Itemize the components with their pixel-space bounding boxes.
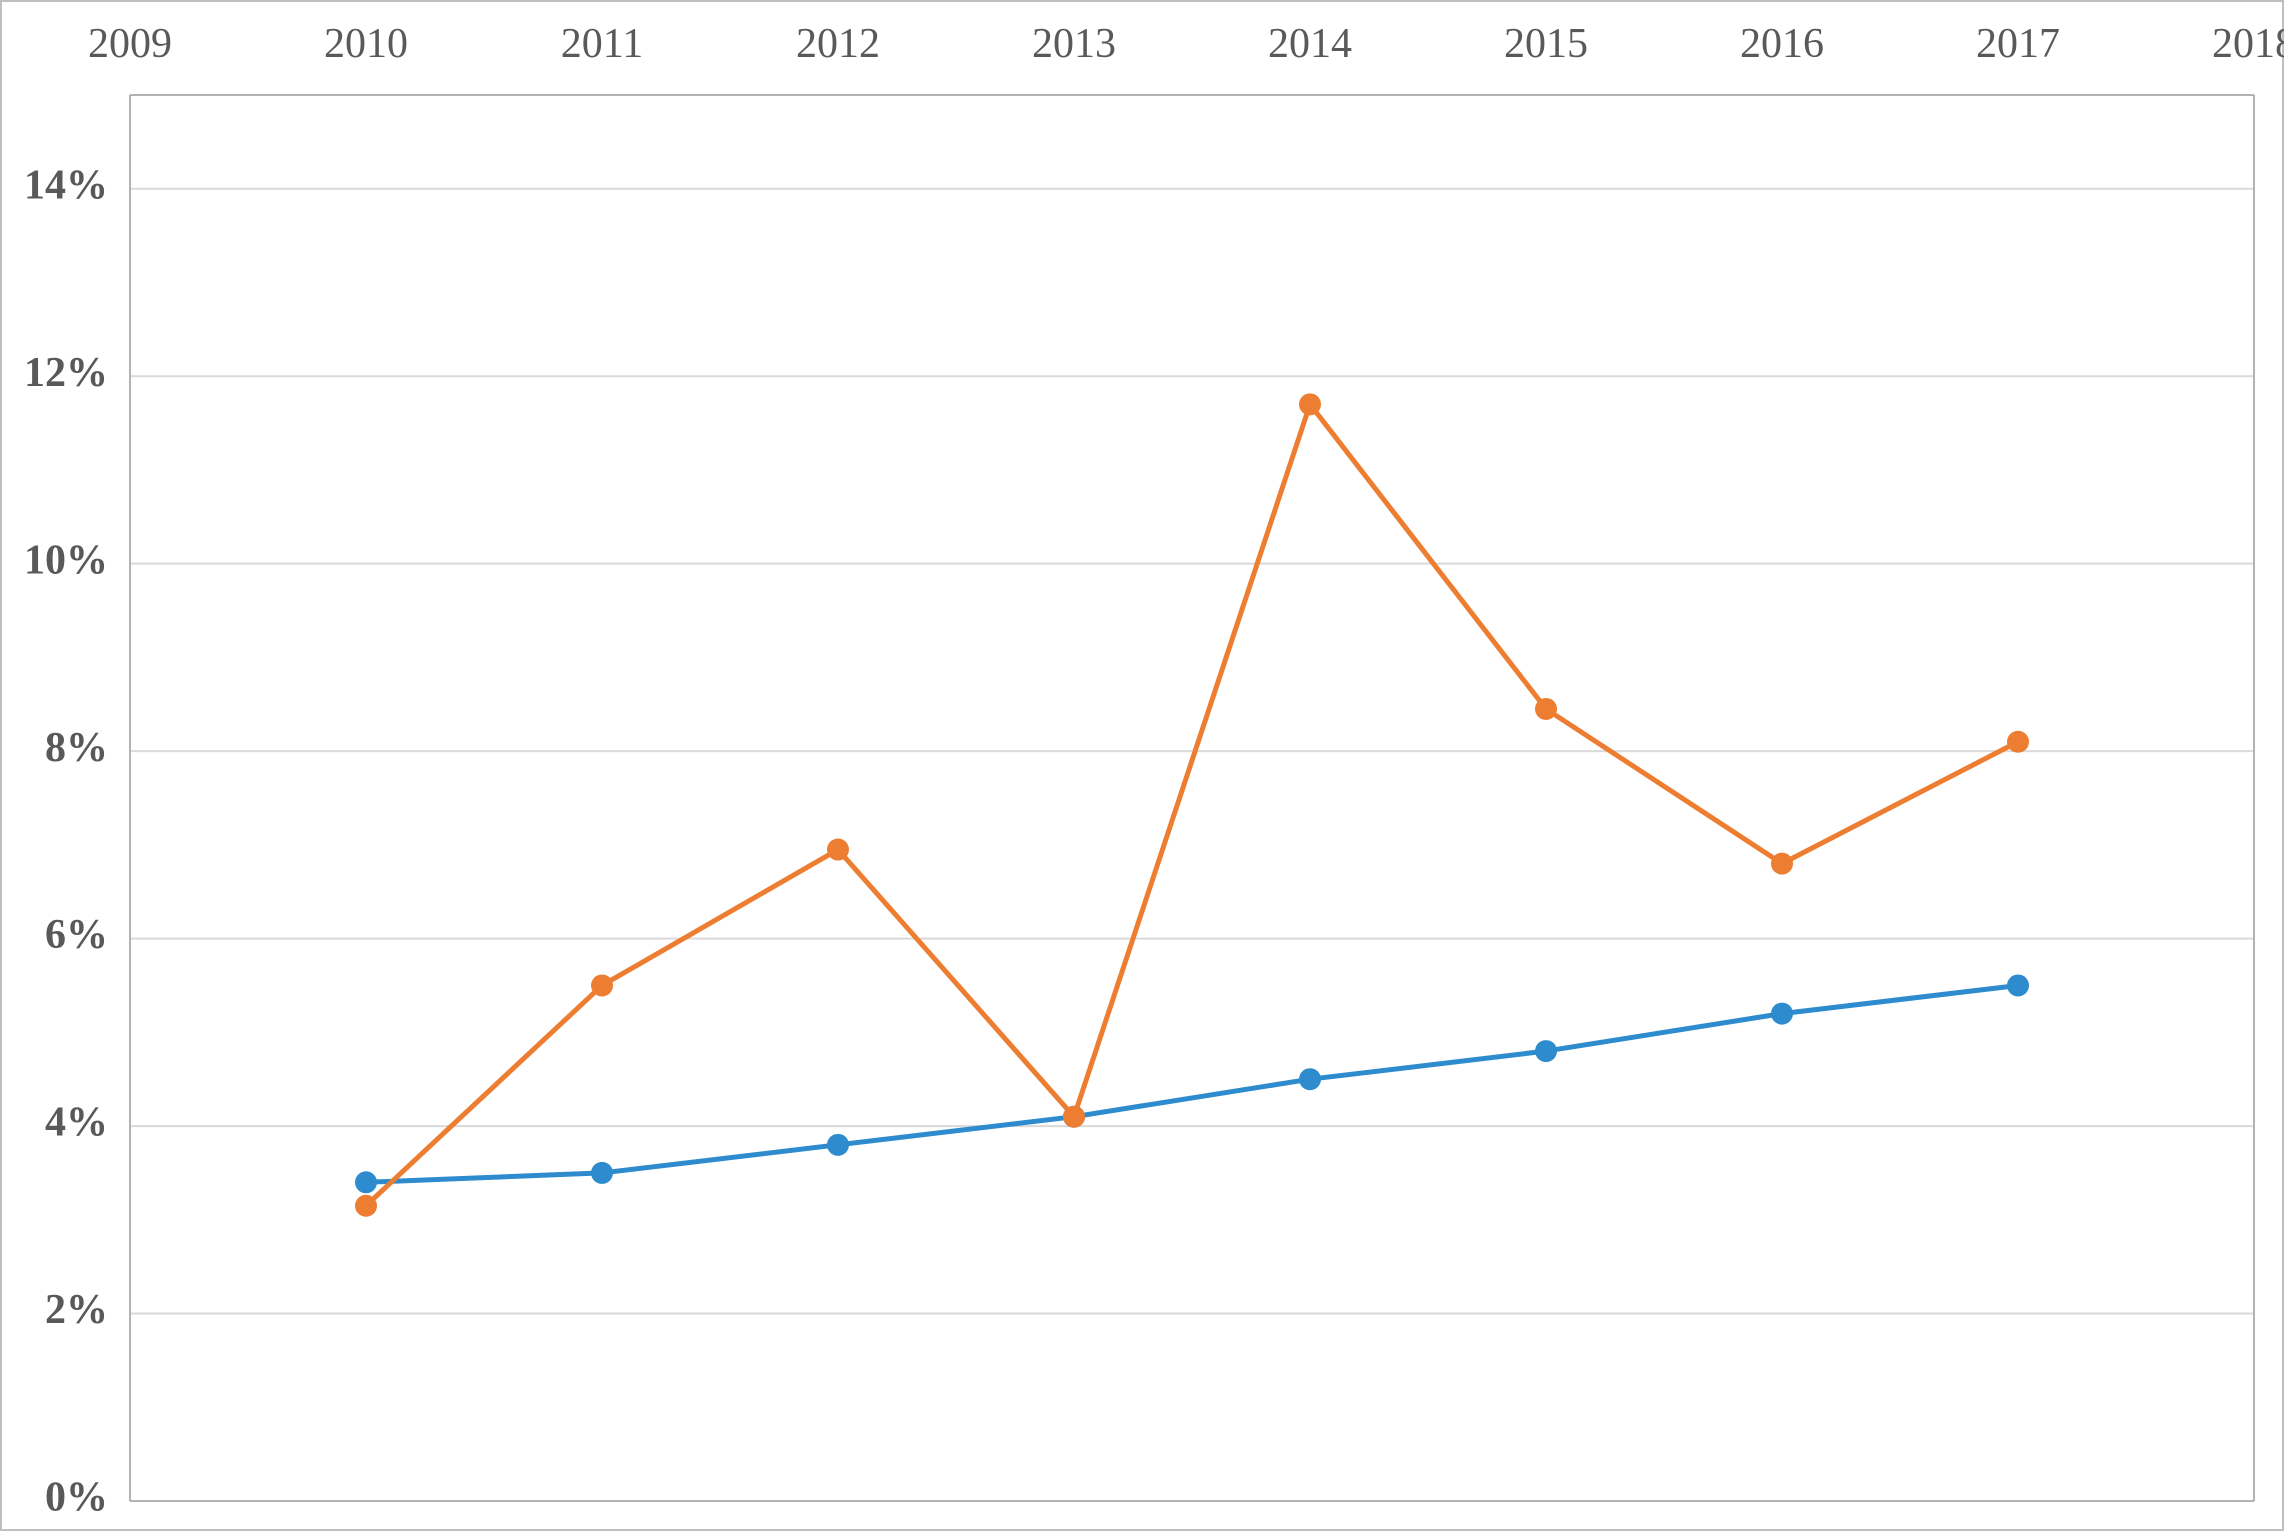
series-orange-marker xyxy=(1771,853,1793,875)
x-axis-label: 2015 xyxy=(1504,21,1588,67)
series-orange-marker xyxy=(591,974,613,996)
x-axis-label: 2017 xyxy=(1976,21,2060,67)
series-orange-marker xyxy=(1535,698,1557,720)
x-axis-label: 2010 xyxy=(324,21,408,67)
x-axis-label: 2018 xyxy=(2212,21,2284,67)
line-chart: 2009 2010 2011 2012 2013 2014 2015 2016 2017 2018… xyxy=(0,0,2284,1531)
x-axis-label: 2013 xyxy=(1032,21,1116,67)
series-blue-marker xyxy=(1771,1003,1793,1025)
x-axis-label: 2009 xyxy=(88,21,172,67)
series-blue-marker xyxy=(1299,1068,1321,1090)
y-axis-label: 14% xyxy=(24,162,108,208)
series-blue-marker xyxy=(591,1162,613,1184)
series-orange-marker xyxy=(2007,731,2029,753)
series-blue-marker xyxy=(355,1171,377,1193)
y-axis-label: 12% xyxy=(24,350,108,396)
y-axis-label: 4% xyxy=(45,1100,108,1146)
series-orange-marker xyxy=(827,839,849,861)
x-axis-label: 2012 xyxy=(796,21,880,67)
series-blue-marker xyxy=(2007,974,2029,996)
x-axis-label: 2011 xyxy=(561,21,643,67)
y-axis-label: 10% xyxy=(24,537,108,583)
series-orange-marker xyxy=(1063,1106,1085,1128)
x-axis-label: 2016 xyxy=(1740,21,1824,67)
x-axis-label: 2014 xyxy=(1268,21,1352,67)
y-axis-label: 8% xyxy=(45,725,108,771)
y-axis-label: 2% xyxy=(45,1287,108,1333)
y-axis-label: 6% xyxy=(45,912,108,958)
series-blue-marker xyxy=(827,1134,849,1156)
chart-svg: 2009 2010 2011 2012 2013 2014 2015 2016 2017 2018… xyxy=(0,0,2284,1531)
series-orange-marker xyxy=(355,1195,377,1217)
y-axis-label: 0% xyxy=(45,1475,108,1521)
series-orange-marker xyxy=(1299,393,1321,415)
series-blue-marker xyxy=(1535,1040,1557,1062)
